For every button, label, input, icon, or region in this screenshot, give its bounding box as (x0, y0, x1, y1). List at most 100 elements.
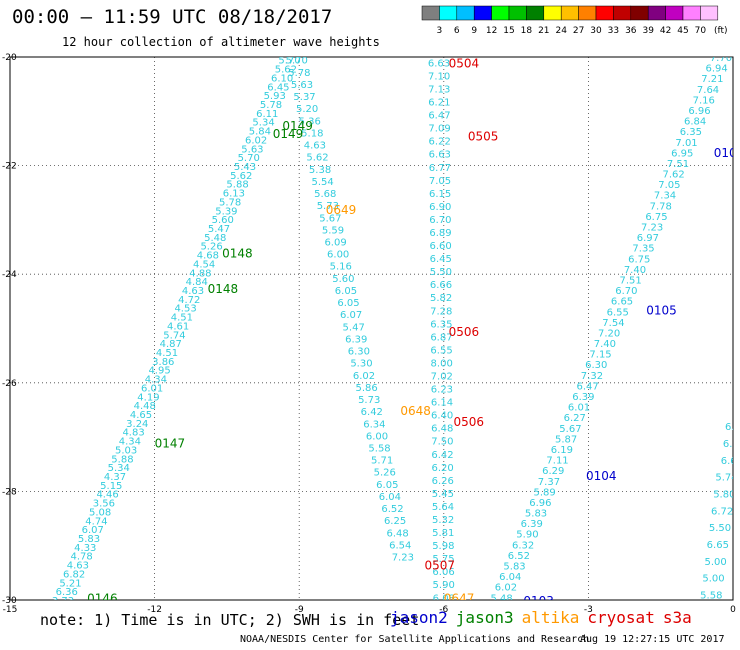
wave-height-value: 6.84 (684, 117, 706, 128)
wave-height-value: 6.09 (324, 237, 346, 248)
wave-height-value: 6.29 (542, 466, 564, 477)
wave-height-value: 6.63 (429, 150, 451, 161)
wave-height-value: 7.50 (431, 437, 453, 448)
wave-height-value: 6.04 (379, 492, 401, 503)
track-east-edge: 6.5 6.7 6.6 5.74 5.80 6.72 5.50 6.65 5.00 5.00 5.5… (700, 422, 733, 600)
colorbar-tick-label: 24 (555, 26, 567, 36)
wave-height-value: 7.20 (598, 328, 620, 339)
wave-height-value: 6.26 (432, 476, 454, 487)
wave-height-value: 7.16 (693, 95, 715, 106)
wave-height-value: 5.50 (709, 523, 731, 534)
wave-height-value: 5.38 (309, 165, 331, 176)
pass-number-label: 0148 (222, 246, 253, 260)
wave-height-value: 5.87 (555, 434, 577, 445)
wave-height-value: 5.00 (705, 557, 727, 568)
wave-height-value: 4.51 (171, 313, 193, 324)
wave-height-value: 7.34 (654, 191, 676, 202)
wave-height-value: 6.02 (245, 135, 267, 146)
colorbar-tick-label: 42 (660, 26, 671, 36)
wave-height-value: 4.33 (74, 543, 96, 554)
wave-height-value: 5.47 (208, 224, 230, 235)
wave-height-value: 6.07 (340, 310, 362, 321)
map-subtitle: 12 hour collection of altimeter wave hei… (62, 35, 380, 49)
track-jason2-east: 7.706.947.217.647.166.966.846.357.016.95… (491, 53, 733, 600)
wave-height-value: 6.94 (706, 64, 728, 75)
wave-height-value: 3.24 (126, 419, 148, 430)
wave-height-value: 6.66 (430, 280, 452, 291)
pass-number-label: 0506 (453, 415, 484, 429)
wave-height-value: 6.14 (431, 398, 453, 409)
wave-height-value: 6.89 (429, 228, 451, 239)
wave-height-value: 6.87 (430, 332, 452, 343)
wave-height-value: 7.40 (624, 265, 646, 276)
colorbar-tick-label: 18 (521, 26, 533, 36)
wave-height-value: 6.08 (433, 593, 455, 604)
wave-height-value: 6.45 (430, 254, 452, 265)
wave-height-value: 6.01 (141, 383, 163, 394)
wave-height-value: 5.90 (516, 530, 538, 541)
colorbar-tick-label: 27 (573, 26, 584, 36)
legend-s3a: s3a (662, 608, 692, 627)
wave-height-value: 5.60 (332, 274, 354, 285)
colorbar-tick-label: 45 (677, 26, 688, 36)
wave-height-value: 6.35 (680, 127, 702, 138)
lat-tick-label: -20 (2, 53, 17, 63)
wave-height-value: 4.63 (304, 141, 326, 152)
pass-number-label: 0649 (326, 203, 357, 217)
wave-height-value: 5.83 (503, 562, 525, 573)
wave-height-value: 7.54 (602, 318, 624, 329)
pass-number-label: 0648 (400, 404, 431, 418)
wave-height-value: 7.51 (667, 159, 689, 170)
map-title: 00:00 – 11:59 UTC 08/18/2017 (12, 6, 333, 28)
wave-height-value: 5.90 (433, 580, 455, 591)
pass-number-label: 0103 (523, 594, 554, 608)
wave-height-value: 6.82 (63, 569, 85, 580)
wave-height-value: 6.39 (345, 334, 367, 345)
wave-height-value: 6.19 (551, 445, 573, 456)
wave-height-value: 6.63 (428, 58, 450, 69)
wave-height-value: 6.90 (429, 202, 451, 213)
wave-height-value: 5.73 (317, 201, 339, 212)
wave-height-value: 6.39 (572, 392, 594, 403)
wave-height-value: 6.10 (271, 73, 293, 84)
wave-height-value: 4.63 (67, 561, 89, 572)
wave-height-value: 7.64 (697, 85, 719, 96)
wave-height-value: 7.10 (428, 71, 450, 82)
wave-height-value: 4.84 (186, 277, 208, 288)
wave-height-value: 7.70 (710, 53, 732, 64)
wave-height-value: 4.88 (189, 268, 211, 279)
wave-height-value: 6.42 (431, 450, 453, 461)
wave-height-value: 4.61 (167, 321, 189, 332)
wave-height-value: 7.62 (663, 170, 685, 181)
wave-height-value: 5.39 (215, 206, 237, 217)
wave-height-value: 7.37 (538, 477, 560, 488)
wave-height-value: 4.34 (119, 437, 141, 448)
wave-height-value: 6.02 (353, 371, 375, 382)
wave-height-value: 5.70 (286, 56, 308, 67)
lon-tick-label: -6 (439, 605, 448, 615)
wave-height-value: 5.83 (525, 509, 547, 520)
wave-height-value: 5.68 (314, 189, 336, 200)
wave-height-value: 6.75 (628, 254, 650, 265)
wave-height-value: 4.53 (174, 304, 196, 315)
wave-height-value: 5.64 (432, 502, 454, 513)
colorbar-tick-label: 6 (454, 26, 460, 36)
colorbar-tick-label: 70 (695, 26, 707, 36)
wave-height-value: 5.73 (358, 395, 380, 406)
wave-height-value: 5.15 (100, 481, 122, 492)
pass-number-label: 0505 (468, 130, 499, 144)
colorbar-tick-label: 21 (538, 26, 549, 36)
wave-height-value: 6.27 (564, 413, 586, 424)
wave-height-value: 6.35 (430, 319, 452, 330)
lon-tick-label: 0 (730, 605, 736, 615)
colorbar-tick-label: 9 (471, 26, 477, 36)
wave-height-value: 6.02 (495, 583, 517, 594)
wave-height-value: 6.45 (267, 82, 289, 93)
lon-tick-label: -3 (584, 605, 593, 615)
wave-height-value: 8.00 (431, 358, 453, 369)
wave-height-value: 7.13 (428, 85, 450, 96)
wave-height-value: 5.93 (264, 91, 286, 102)
pass-number-label: 0504 (449, 56, 480, 70)
wave-height-value: 6.47 (428, 111, 450, 122)
